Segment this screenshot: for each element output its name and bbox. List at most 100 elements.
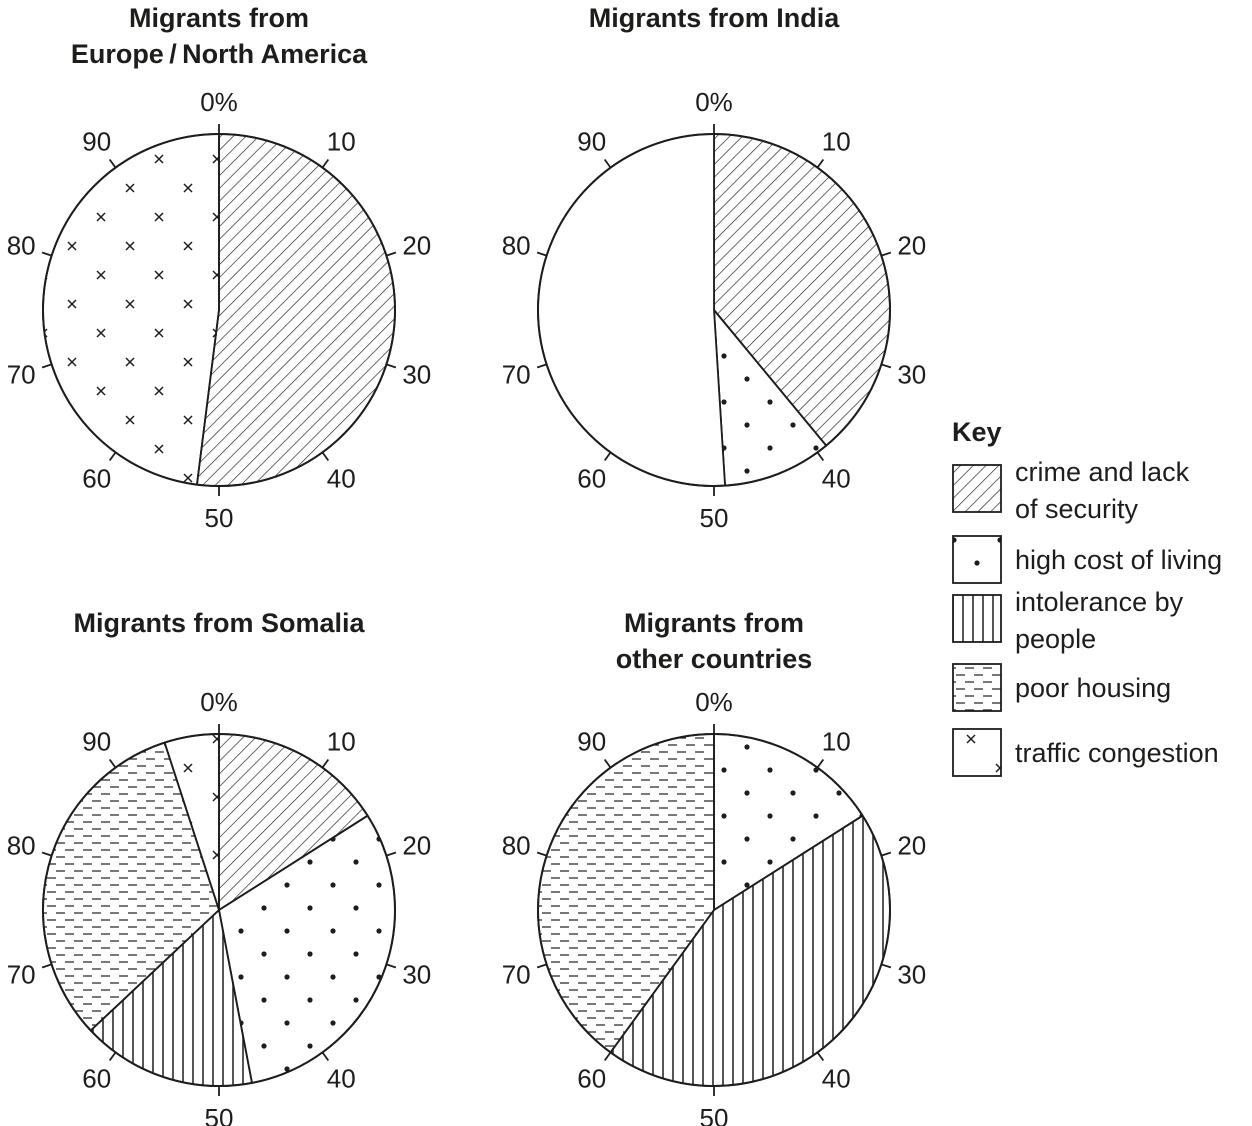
tick-mark (603, 758, 612, 769)
legend-label: people (1015, 624, 1096, 654)
tick-mark (881, 363, 892, 369)
pie-1: Migrants from Europe / North America 0% 10 2… (7, 3, 432, 533)
tick-label: 90 (82, 127, 111, 157)
legend-label: poor housing (1015, 673, 1171, 703)
tick-mark (41, 363, 52, 369)
tick-label: 40 (822, 463, 851, 493)
tick-label: 10 (327, 127, 356, 157)
tick-mark (603, 1051, 612, 1062)
chart-title: Europe / North America (71, 39, 368, 69)
tick-label: 60 (82, 1063, 111, 1093)
tick-label: 80 (502, 831, 531, 861)
tick-mark (816, 158, 825, 169)
tick-label: 10 (822, 727, 851, 757)
tick-label: 80 (502, 231, 531, 261)
legend-item-cost: high cost of living (952, 535, 1222, 584)
legend-swatch-intolerance (952, 594, 1002, 643)
legend-label: traffic congestion (1015, 738, 1219, 768)
pie-charts-group: Migrants from Europe / North America 0% 10 2… (7, 3, 927, 1126)
chart-title: Migrants from (624, 608, 804, 638)
tick-mark (321, 158, 330, 169)
tick-mark (881, 963, 892, 969)
tick-mark (881, 251, 892, 257)
tick-mark (386, 851, 397, 857)
legend-title: Key (952, 417, 1002, 447)
tick-mark (536, 251, 547, 257)
tick-mark (603, 158, 612, 169)
tick-mark (41, 963, 52, 969)
tick-label: 50 (205, 503, 234, 533)
legend-swatch-housing (952, 663, 1002, 712)
tick-mark (108, 758, 117, 769)
tick-mark (108, 158, 117, 169)
tick-mark (816, 1051, 825, 1062)
tick-label: 20 (402, 831, 431, 861)
tick-label: 50 (700, 503, 729, 533)
pie-4: Migrants from other countries 0% 10 20 30 40 50… (502, 608, 927, 1126)
legend-swatch-cost (952, 535, 1002, 584)
tick-label: 0% (695, 87, 733, 117)
tick-mark (321, 758, 330, 769)
pie-slice-crime-and-lack-of-security (196, 133, 396, 487)
tick-label: 20 (897, 831, 926, 861)
tick-mark (386, 363, 397, 369)
pie-slice-traffic-congestion (42, 133, 220, 486)
tick-mark (816, 451, 825, 462)
tick-label: 30 (897, 959, 926, 989)
chart-title: other countries (616, 644, 813, 674)
tick-label: 50 (205, 1103, 234, 1126)
legend-swatch-traffic (952, 728, 1002, 777)
tick-mark (321, 451, 330, 462)
tick-label: 20 (402, 231, 431, 261)
legend-item-traffic: traffic congestion (952, 728, 1219, 777)
tick-label: 20 (897, 231, 926, 261)
tick-label: 90 (577, 127, 606, 157)
tick-label: 10 (822, 127, 851, 157)
tick-label: 80 (7, 831, 36, 861)
tick-label: 40 (327, 1063, 356, 1093)
tick-label: 70 (7, 359, 36, 389)
legend-label: high cost of living (1015, 545, 1222, 575)
tick-label: 10 (327, 727, 356, 757)
pie-slice-unshaded (537, 133, 726, 487)
tick-mark (536, 363, 547, 369)
tick-mark (41, 251, 52, 257)
tick-label: 0% (200, 687, 238, 717)
chart-title: Migrants from Somalia (73, 608, 365, 638)
tick-label: 0% (200, 87, 238, 117)
tick-mark (603, 451, 612, 462)
tick-label: 60 (577, 463, 606, 493)
tick-mark (816, 758, 825, 769)
legend-item-housing: poor housing (952, 663, 1171, 712)
legend-label: of security (1015, 494, 1139, 524)
tick-label: 60 (82, 463, 111, 493)
tick-label: 30 (402, 959, 431, 989)
tick-label: 80 (7, 231, 36, 261)
tick-mark (386, 251, 397, 257)
tick-mark (321, 1051, 330, 1062)
legend-label: crime and lack (1015, 457, 1190, 487)
tick-mark (108, 451, 117, 462)
pie-2: Migrants from India 0% 10 20 30 40 50 60 70 80 90 (502, 3, 927, 533)
tick-label: 40 (327, 463, 356, 493)
tick-label: 60 (577, 1063, 606, 1093)
legend-swatch-crime (952, 464, 1002, 513)
tick-label: 90 (577, 727, 606, 757)
tick-label: 70 (7, 959, 36, 989)
legend-item-crime: crime and lack of security (952, 457, 1190, 524)
tick-mark (536, 963, 547, 969)
tick-mark (41, 851, 52, 857)
tick-label: 70 (502, 359, 531, 389)
tick-mark (881, 851, 892, 857)
tick-label: 40 (822, 1063, 851, 1093)
tick-label: 70 (502, 959, 531, 989)
legend-item-intolerance: intolerance by people (952, 587, 1184, 654)
chart-title: Migrants from (129, 3, 309, 33)
chart-title: Migrants from India (589, 3, 840, 33)
tick-label: 30 (402, 359, 431, 389)
tick-label: 30 (897, 359, 926, 389)
legend: Key crime and lack of security high cost of… (952, 417, 1222, 777)
tick-mark (386, 963, 397, 969)
tick-mark (536, 851, 547, 857)
